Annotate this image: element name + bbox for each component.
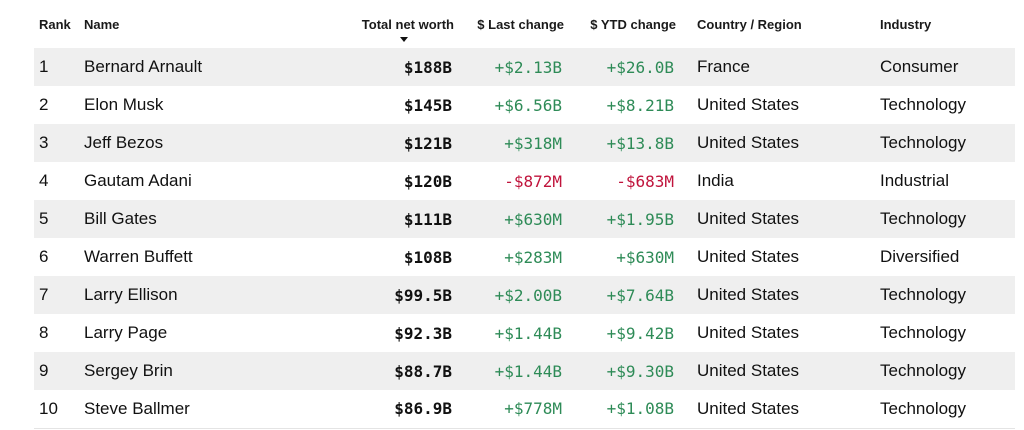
name-cell[interactable]: Bernard Arnault	[84, 57, 203, 76]
rank-cell: 4	[39, 171, 49, 190]
name-cell[interactable]: Jeff Bezos	[84, 133, 164, 152]
ytd-change-cell: +$7.64B	[606, 285, 674, 305]
country-cell: United States	[697, 209, 800, 228]
name-cell[interactable]: Bill Gates	[84, 209, 157, 228]
ytd-change-cell: +$1.08B	[564, 390, 676, 429]
table-row[interactable]: 4 Gautam Adani $120B -$872M -$683M India Indus…	[34, 162, 1015, 200]
net-worth-cell: $188B	[403, 57, 452, 77]
industry-cell: Technology	[880, 209, 967, 228]
country-cell: United States	[676, 390, 880, 429]
net-worth-cell: $121B	[403, 133, 452, 153]
net-worth-cell: $99.5B	[394, 285, 452, 305]
header-country[interactable]: Country / Region	[697, 17, 802, 32]
country-cell: United States	[697, 247, 800, 266]
ytd-change-cell: +$26.0B	[606, 57, 674, 77]
header-net-worth-label: Total net worth	[361, 17, 454, 32]
net-worth-cell: $88.7B	[394, 361, 452, 381]
last-change-cell: -$872M	[504, 171, 562, 191]
ytd-change-cell: +$13.8B	[606, 133, 674, 153]
industry-cell: Consumer	[880, 57, 959, 76]
name-cell[interactable]: Steve Ballmer	[84, 390, 264, 429]
rank-cell: 10	[34, 390, 84, 429]
rank-cell: 2	[39, 95, 49, 114]
header-last-change[interactable]: $ Last change	[477, 17, 564, 32]
net-worth-cell: $92.3B	[394, 323, 452, 343]
ytd-change-cell: -$683M	[616, 171, 674, 191]
country-cell: United States	[697, 361, 800, 380]
table-row[interactable]: 5 Bill Gates $111B +$630M +$1.95B United Stat…	[34, 200, 1015, 238]
table-body: 1 Bernard Arnault $188B +$2.13B +$26.0B Franc…	[34, 48, 1015, 429]
industry-cell: Technology	[880, 285, 967, 304]
industry-cell: Technology	[880, 323, 967, 342]
rank-cell: 5	[39, 209, 49, 228]
table-row[interactable]: 8 Larry Page $92.3B +$1.44B +$9.42B United St…	[34, 314, 1015, 352]
net-worth-cell: $86.9B	[264, 390, 454, 429]
last-change-cell: +$1.44B	[494, 361, 562, 381]
industry-cell: Technology	[880, 133, 967, 152]
country-cell: France	[697, 57, 750, 76]
country-cell: United States	[697, 285, 800, 304]
table-row[interactable]: 3 Jeff Bezos $121B +$318M +$13.8B United Stat…	[34, 124, 1015, 162]
name-cell[interactable]: Gautam Adani	[84, 171, 192, 190]
industry-cell: Technology	[880, 361, 967, 380]
last-change-cell: +$283M	[504, 247, 562, 267]
ytd-change-cell: +$8.21B	[606, 95, 674, 115]
last-change-cell: +$1.44B	[494, 323, 562, 343]
last-change-cell: +$778M	[454, 390, 564, 429]
name-cell[interactable]: Larry Page	[84, 323, 168, 342]
last-change-cell: +$2.13B	[494, 57, 562, 77]
header-net-worth[interactable]: Total net worth	[264, 0, 454, 48]
sort-descending-icon	[400, 37, 408, 42]
rank-cell: 7	[39, 285, 49, 304]
ytd-change-cell: +$1.95B	[606, 209, 674, 229]
header-name[interactable]: Name	[84, 17, 120, 32]
net-worth-cell: $108B	[403, 247, 452, 267]
table-row[interactable]: 10 Steve Ballmer $86.9B +$778M +$1.08B United…	[34, 390, 1015, 429]
table-row[interactable]: 9 Sergey Brin $88.7B +$1.44B +$9.30B United S…	[34, 352, 1015, 390]
net-worth-cell: $111B	[403, 209, 452, 229]
table-row[interactable]: 1 Bernard Arnault $188B +$2.13B +$26.0B Franc…	[34, 48, 1015, 86]
rank-cell: 9	[39, 361, 49, 380]
industry-cell: Diversified	[880, 247, 960, 266]
name-cell[interactable]: Sergey Brin	[84, 361, 173, 380]
header-row: Rank Name Total net worth $ Last change …	[34, 0, 1015, 48]
industry-cell: Technology	[880, 95, 967, 114]
header-industry[interactable]: Industry	[880, 17, 932, 32]
table-row[interactable]: 6 Warren Buffett $108B +$283M +$630M United S…	[34, 238, 1015, 276]
industry-cell: Industrial	[880, 171, 949, 190]
name-cell[interactable]: Elon Musk	[84, 95, 164, 114]
last-change-cell: +$6.56B	[494, 95, 562, 115]
header-ytd-change[interactable]: $ YTD change	[590, 17, 676, 32]
ytd-change-cell: +$9.30B	[606, 361, 674, 381]
rank-cell: 3	[39, 133, 49, 152]
country-cell: United States	[697, 323, 800, 342]
billionaires-table: Rank Name Total net worth $ Last change …	[34, 0, 1015, 429]
last-change-cell: +$318M	[504, 133, 562, 153]
country-cell: India	[697, 171, 734, 190]
industry-cell: Technology	[880, 390, 1015, 429]
last-change-cell: +$2.00B	[494, 285, 562, 305]
net-worth-cell: $145B	[403, 95, 452, 115]
last-change-cell: +$630M	[504, 209, 562, 229]
table-row[interactable]: 2 Elon Musk $145B +$6.56B +$8.21B United Stat…	[34, 86, 1015, 124]
table-row[interactable]: 7 Larry Ellison $99.5B +$2.00B +$7.64B United…	[34, 276, 1015, 314]
table-header: Rank Name Total net worth $ Last change …	[34, 0, 1015, 48]
name-cell[interactable]: Warren Buffett	[84, 247, 193, 266]
rank-cell: 8	[39, 323, 49, 342]
rank-cell: 1	[39, 57, 49, 76]
country-cell: United States	[697, 133, 800, 152]
ytd-change-cell: +$630M	[616, 247, 674, 267]
ytd-change-cell: +$9.42B	[606, 323, 674, 343]
header-rank[interactable]: Rank	[39, 17, 71, 32]
country-cell: United States	[697, 95, 800, 114]
name-cell[interactable]: Larry Ellison	[84, 285, 178, 304]
net-worth-cell: $120B	[403, 171, 452, 191]
rank-cell: 6	[39, 247, 49, 266]
